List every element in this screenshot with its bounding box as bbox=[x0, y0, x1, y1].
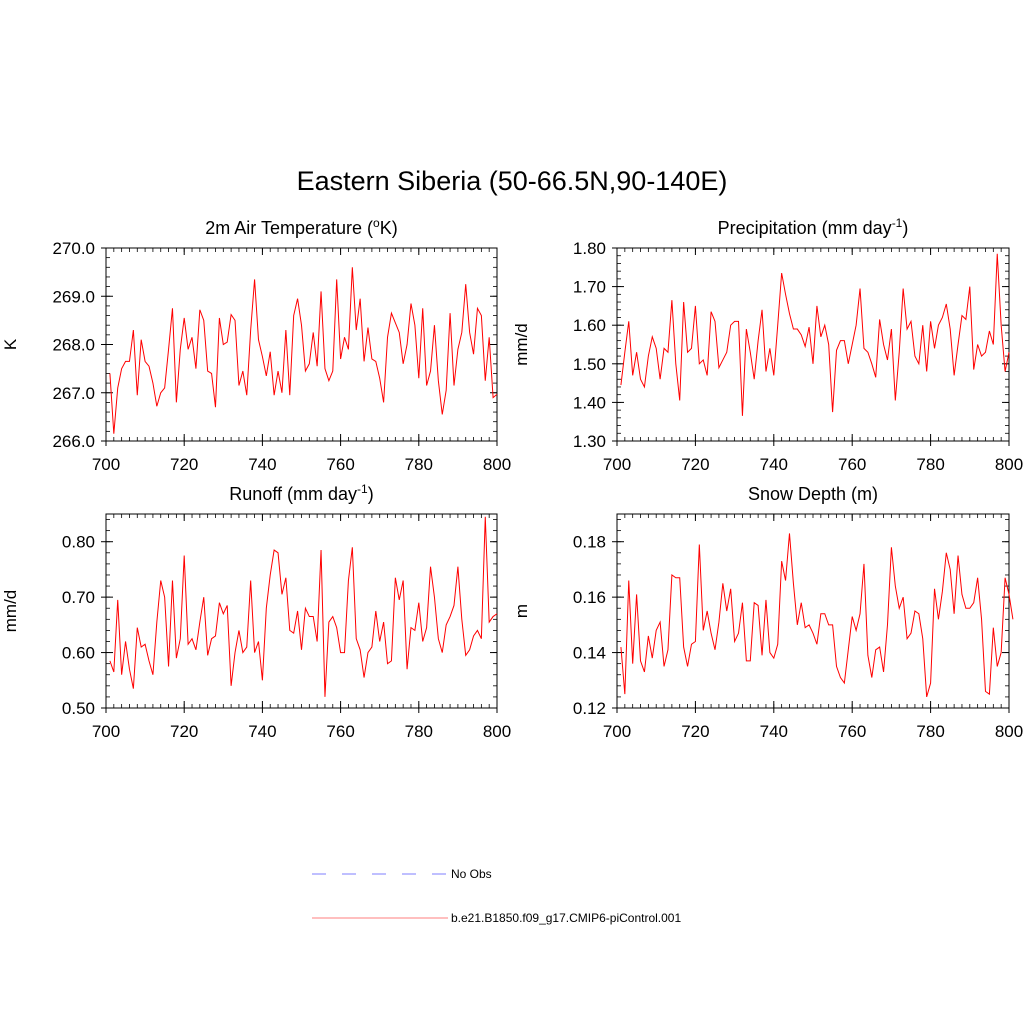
runoff-panel-title-suffix: ) bbox=[368, 484, 374, 504]
snowdepth-x-tick-label: 760 bbox=[838, 722, 866, 741]
panel-precip: 1.30 1.40 1.50 1.60 1.70 1.80 700 720 740 760 780 8… bbox=[512, 216, 1023, 474]
tas-y-tick-label: 270.0 bbox=[52, 239, 95, 258]
precip-panel-title-superscript: -1 bbox=[892, 216, 903, 230]
panel-snowdepth: 0.12 0.14 0.16 0.18 700 720 740 760 780 800 m Snow … bbox=[512, 484, 1023, 741]
snowdepth-x-tick-label: 780 bbox=[916, 722, 944, 741]
panel-runoff: 0.50 0.60 0.70 0.80 700 720 740 760 780 800 mm/d Ru… bbox=[1, 482, 511, 741]
snowdepth-panel-title-text: Snow Depth (m) bbox=[748, 484, 878, 504]
precip-series-line bbox=[620, 253, 1010, 416]
tas-x-tick-label: 760 bbox=[326, 455, 354, 474]
precip-x-tick-label: 700 bbox=[603, 455, 631, 474]
tas-x-tick-label: 720 bbox=[170, 455, 198, 474]
precip-y-tick-label: 1.30 bbox=[573, 432, 606, 451]
precip-y-tick-label: 1.40 bbox=[573, 393, 606, 412]
precip-x-tick-label: 720 bbox=[681, 455, 709, 474]
precip-panel-title: Precipitation (mm day-1) bbox=[718, 216, 909, 238]
tas-panel-title-suffix: K) bbox=[380, 218, 398, 238]
runoff-y-tick-label: 0.50 bbox=[62, 699, 95, 718]
snowdepth-series-line bbox=[620, 533, 1014, 698]
legend-obs-label: No Obs bbox=[451, 867, 492, 881]
runoff-y-tick-label: 0.60 bbox=[62, 644, 95, 663]
runoff-y-tick-label: 0.70 bbox=[62, 588, 95, 607]
snowdepth-y-tick-label: 0.14 bbox=[573, 644, 606, 663]
snowdepth-y-tick-label: 0.16 bbox=[573, 588, 606, 607]
snowdepth-plot-frame bbox=[616, 513, 1010, 709]
figure-title: Eastern Siberia (50-66.5N,90-140E) bbox=[296, 166, 728, 196]
tas-y-axis-label: K bbox=[1, 338, 20, 350]
runoff-panel-title-text: Runoff (mm day bbox=[229, 484, 357, 504]
precip-x-tick-label: 800 bbox=[995, 455, 1023, 474]
legend: No Obs b.e21.B1850.f09_g17.CMIP6-piContr… bbox=[312, 867, 681, 925]
snowdepth-panel-title: Snow Depth (m) bbox=[748, 484, 878, 504]
snowdepth-x-tick-label: 800 bbox=[995, 722, 1023, 741]
runoff-x-tick-label: 740 bbox=[248, 722, 276, 741]
snowdepth-x-tick-label: 720 bbox=[681, 722, 709, 741]
panel-tas: 266.0 267.0 268.0 269.0 270.0 700 720 740 760 780… bbox=[1, 216, 511, 474]
snowdepth-y-tick-label: 0.12 bbox=[573, 699, 606, 718]
precip-y-tick-label: 1.50 bbox=[573, 355, 606, 374]
tas-panel-title-text: 2m Air Temperature ( bbox=[205, 218, 373, 238]
runoff-x-tick-label: 800 bbox=[483, 722, 511, 741]
tas-panel-title: 2m Air Temperature (oK) bbox=[205, 216, 397, 238]
tas-x-tick-label: 700 bbox=[92, 455, 120, 474]
tas-y-tick-label: 267.0 bbox=[52, 384, 95, 403]
runoff-x-tick-label: 700 bbox=[92, 722, 120, 741]
runoff-panel-title: Runoff (mm day-1) bbox=[229, 482, 373, 504]
runoff-plot-frame bbox=[105, 513, 498, 709]
runoff-x-tick-label: 760 bbox=[326, 722, 354, 741]
tas-x-tick-label: 800 bbox=[483, 455, 511, 474]
precip-y-axis-label: mm/d bbox=[512, 323, 531, 366]
precip-x-tick-label: 740 bbox=[760, 455, 788, 474]
precip-y-tick-label: 1.70 bbox=[573, 278, 606, 297]
snowdepth-x-tick-label: 740 bbox=[760, 722, 788, 741]
snowdepth-y-tick-label: 0.18 bbox=[573, 533, 606, 552]
precip-y-tick-label: 1.60 bbox=[573, 316, 606, 335]
tas-series-line bbox=[109, 267, 498, 434]
precip-x-tick-label: 780 bbox=[916, 455, 944, 474]
runoff-y-tick-label: 0.80 bbox=[62, 533, 95, 552]
precip-panel-title-suffix: ) bbox=[902, 218, 908, 238]
tas-y-tick-label: 266.0 bbox=[52, 432, 95, 451]
panels: 266.0 267.0 268.0 269.0 270.0 700 720 740 760 780… bbox=[1, 216, 1023, 741]
snowdepth-y-axis-label: m bbox=[512, 604, 531, 618]
tas-x-tick-label: 780 bbox=[405, 455, 433, 474]
legend-model-label: b.e21.B1850.f09_g17.CMIP6-piControl.001 bbox=[451, 911, 681, 925]
runoff-x-tick-label: 720 bbox=[170, 722, 198, 741]
precip-y-tick-label: 1.80 bbox=[573, 239, 606, 258]
tas-panel-title-superscript: o bbox=[373, 216, 380, 230]
tas-plot-frame bbox=[105, 247, 498, 442]
tas-y-tick-label: 269.0 bbox=[52, 287, 95, 306]
runoff-y-axis-label: mm/d bbox=[1, 590, 20, 633]
tas-y-tick-label: 268.0 bbox=[52, 336, 95, 355]
precip-plot-frame bbox=[616, 247, 1010, 442]
precip-x-tick-label: 760 bbox=[838, 455, 866, 474]
precip-panel-title-text: Precipitation (mm day bbox=[718, 218, 892, 238]
snowdepth-x-tick-label: 700 bbox=[603, 722, 631, 741]
runoff-panel-title-superscript: -1 bbox=[357, 482, 368, 496]
runoff-x-tick-label: 780 bbox=[405, 722, 433, 741]
tas-x-tick-label: 740 bbox=[248, 455, 276, 474]
runoff-series-line bbox=[109, 516, 498, 697]
